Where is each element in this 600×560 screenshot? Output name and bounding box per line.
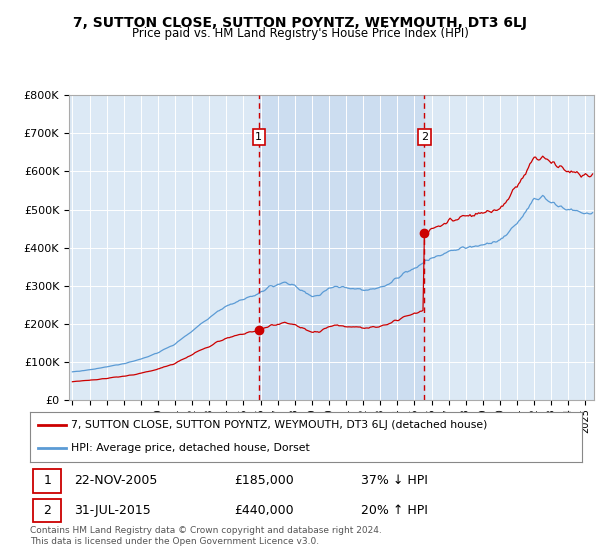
Bar <box>33 469 61 493</box>
Text: £440,000: £440,000 <box>234 503 294 517</box>
Text: HPI: Average price, detached house, Dorset: HPI: Average price, detached house, Dors… <box>71 443 310 453</box>
Text: Price paid vs. HM Land Registry's House Price Index (HPI): Price paid vs. HM Land Registry's House … <box>131 27 469 40</box>
Text: 1: 1 <box>256 132 262 142</box>
Text: 1: 1 <box>43 474 51 487</box>
Text: Contains HM Land Registry data © Crown copyright and database right 2024.
This d: Contains HM Land Registry data © Crown c… <box>30 526 382 546</box>
Text: 22-NOV-2005: 22-NOV-2005 <box>74 474 158 487</box>
Bar <box>33 498 61 522</box>
Text: 2: 2 <box>43 503 51 517</box>
Text: 7, SUTTON CLOSE, SUTTON POYNTZ, WEYMOUTH, DT3 6LJ (detached house): 7, SUTTON CLOSE, SUTTON POYNTZ, WEYMOUTH… <box>71 419 488 430</box>
Text: 7, SUTTON CLOSE, SUTTON POYNTZ, WEYMOUTH, DT3 6LJ: 7, SUTTON CLOSE, SUTTON POYNTZ, WEYMOUTH… <box>73 16 527 30</box>
Bar <box>259 95 424 400</box>
Text: 2: 2 <box>421 132 428 142</box>
Text: £185,000: £185,000 <box>234 474 294 487</box>
Text: 37% ↓ HPI: 37% ↓ HPI <box>361 474 428 487</box>
Text: 31-JUL-2015: 31-JUL-2015 <box>74 503 151 517</box>
Text: 20% ↑ HPI: 20% ↑ HPI <box>361 503 428 517</box>
